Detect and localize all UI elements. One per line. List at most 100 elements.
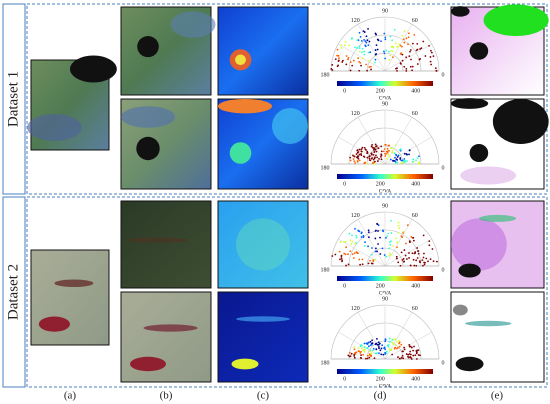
scatter-dot xyxy=(370,253,373,256)
image-c xyxy=(217,291,309,383)
scatter-dot xyxy=(379,253,382,255)
scatter-dot xyxy=(404,242,407,245)
scatter-dot xyxy=(396,341,398,343)
colorbar-label: C²VA xyxy=(379,188,392,194)
scatter-dot xyxy=(416,42,419,45)
scatter-dot xyxy=(374,53,377,56)
colorbar-label: C²VA xyxy=(379,95,392,101)
polar-plot: 90 120 60 180 0 0 200 400 C²VA xyxy=(321,203,445,296)
scatter-dot xyxy=(358,50,361,53)
polar-plot: 90 120 60 180 0 0 200 400 C²VA xyxy=(321,8,445,101)
scatter-dot xyxy=(383,347,386,350)
scatter-dot xyxy=(394,237,397,240)
scatter-dot xyxy=(380,145,383,148)
scatter-dot xyxy=(358,45,361,48)
scatter-dot xyxy=(361,347,363,350)
scatter-dot xyxy=(348,44,351,47)
scatter-dot xyxy=(416,63,419,65)
scatter-dot xyxy=(406,224,409,227)
scatter-dot xyxy=(411,160,414,163)
column-label: (c) xyxy=(257,390,270,402)
scatter-dot xyxy=(388,59,391,61)
polar-plot: 90 120 60 180 0 0 200 400 C²VA xyxy=(321,296,445,389)
scatter-dot xyxy=(345,246,348,249)
scatter-dot xyxy=(400,162,403,164)
polar-spoke xyxy=(384,219,413,267)
scatter-dot xyxy=(419,48,421,50)
scatter-dot xyxy=(430,63,433,66)
scatter-dot xyxy=(396,45,399,48)
scatter-dot xyxy=(364,40,367,43)
scatter-dot xyxy=(391,151,394,154)
scatter-dot xyxy=(374,32,377,35)
scatter-dot xyxy=(397,224,400,227)
scatter-dot xyxy=(402,38,405,41)
scatter-dot xyxy=(412,349,415,352)
scatter-dot xyxy=(412,158,415,161)
scatter-dot xyxy=(360,40,363,42)
scatter-dot xyxy=(387,232,390,235)
image-feature xyxy=(38,316,70,332)
scatter-dot xyxy=(361,146,364,149)
scatter-dot xyxy=(398,43,401,46)
scatter-dot xyxy=(353,160,356,163)
scatter-dot xyxy=(349,156,352,159)
scatter-dot xyxy=(388,347,391,350)
scatter-dot xyxy=(380,158,383,161)
scatter-dot xyxy=(338,59,340,62)
colorbar-tick: 200 xyxy=(376,376,385,382)
scatter-dot xyxy=(388,247,391,250)
scatter-dot xyxy=(416,247,419,249)
scatter-dot xyxy=(405,37,408,40)
scatter-dot xyxy=(417,354,420,356)
scatter-dot xyxy=(401,35,404,37)
scatter-dot xyxy=(434,67,437,70)
scatter-dot xyxy=(365,41,368,44)
scatter-dot xyxy=(330,68,333,70)
scatter-dot xyxy=(360,148,363,151)
image-feature xyxy=(469,144,489,162)
scatter-dot xyxy=(367,262,370,265)
scatter-dot xyxy=(341,61,344,63)
dataset-frame xyxy=(26,196,548,388)
scatter-dot xyxy=(347,56,350,59)
scatter-dot xyxy=(369,354,372,357)
scatter-dot xyxy=(400,159,403,162)
scatter-dot xyxy=(419,354,421,357)
scatter-dot xyxy=(407,43,409,46)
scatter-dot xyxy=(412,258,415,261)
scatter-dot xyxy=(401,355,404,357)
scatter-dot xyxy=(391,353,394,356)
scatter-dot xyxy=(411,69,413,72)
scatter-dot xyxy=(354,242,357,245)
scatter-dot xyxy=(355,351,358,354)
scatter-dot xyxy=(383,148,386,150)
scatter-dot xyxy=(361,258,364,261)
scatter-dot xyxy=(407,353,410,356)
scatter-dot xyxy=(428,244,431,247)
scatter-dot xyxy=(374,49,377,52)
scatter-dot xyxy=(403,30,406,33)
scatter-dot xyxy=(405,67,408,70)
scatter-dot xyxy=(395,153,397,156)
scatter-dot xyxy=(336,54,339,57)
scatter-dot xyxy=(344,40,347,43)
image-b xyxy=(120,200,212,289)
scatter-dot xyxy=(424,261,426,264)
scatter-dot xyxy=(412,354,415,357)
scatter-dot xyxy=(368,155,371,158)
scatter-dot xyxy=(383,50,385,53)
scatter-dot xyxy=(380,153,383,156)
scatter-dot xyxy=(376,156,378,159)
colorbar-tick: 0 xyxy=(343,181,346,187)
scatter-dot xyxy=(405,353,408,355)
scatter-dot xyxy=(399,44,402,47)
scatter-dot xyxy=(391,56,394,59)
scatter-dot xyxy=(376,343,379,346)
scatter-dot xyxy=(394,156,396,159)
scatter-dot xyxy=(370,153,373,156)
row-label-box xyxy=(2,3,26,195)
scatter-dot xyxy=(375,247,377,250)
angle-label: 180 xyxy=(321,165,330,171)
scatter-dot xyxy=(376,48,379,51)
